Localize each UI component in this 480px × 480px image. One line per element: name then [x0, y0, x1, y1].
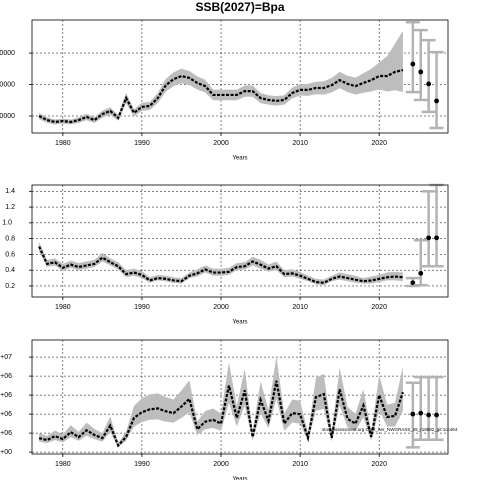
x-axis-label: Years	[232, 156, 247, 162]
x-axis-label: Years	[232, 320, 247, 326]
x-tick-label: 1980	[55, 461, 71, 468]
chart-title: SSB(2027)=Bpa	[195, 0, 284, 14]
y-tick-label: 8e+06	[0, 373, 12, 380]
forecast-point	[410, 61, 416, 67]
x-tick-label: 2000	[213, 140, 229, 147]
forecast-point	[410, 411, 416, 417]
x-tick-label: 1990	[134, 304, 150, 311]
estimate-line	[38, 68, 404, 124]
plot-frame	[31, 339, 449, 455]
forecast-point	[426, 412, 432, 418]
y-tick-label: 1.2	[5, 204, 15, 211]
confidence-band	[39, 356, 403, 448]
forecast-point	[426, 81, 432, 87]
estimate-line	[38, 380, 404, 448]
y-tick-label: 0.2	[5, 283, 15, 290]
y-tick-label: 6e+06	[0, 392, 12, 399]
forecast-point	[418, 270, 424, 276]
x-tick-label: 2000	[213, 461, 229, 468]
y-tick-label: 0.4	[5, 267, 15, 274]
y-tick-label: 0.8	[5, 235, 15, 242]
y-tick-label: 1e+07	[0, 354, 12, 361]
y-tick-label: 10000	[0, 113, 15, 120]
forecast-point	[426, 235, 432, 241]
x-tick-label: 1980	[55, 140, 71, 147]
plot-frame	[31, 19, 449, 134]
y-tick-label: 4e+06	[0, 411, 12, 418]
forecast-point	[418, 69, 424, 75]
y-tick-label: 1.4	[5, 188, 15, 195]
x-tick-label: 2010	[292, 304, 308, 311]
x-tick-label: 1980	[55, 304, 71, 311]
x-tick-label: 1990	[134, 140, 150, 147]
y-tick-label: 0e+00	[0, 449, 12, 456]
x-axis-label: Years	[232, 477, 247, 480]
y-tick-label: 0.6	[5, 251, 15, 258]
y-tick-label: 30000	[0, 50, 15, 57]
x-tick-label: 2020	[371, 304, 387, 311]
x-tick-label: 2020	[371, 140, 387, 147]
forecast-point	[418, 410, 424, 416]
x-tick-label: 2010	[292, 461, 308, 468]
annotation: stockassessment.org ORR_her_NWGRASS_25_r…	[322, 427, 458, 432]
x-tick-label: 2000	[213, 304, 229, 311]
y-tick-label: 1.0	[2, 220, 12, 227]
estimate-line	[38, 246, 404, 284]
forecast-point	[434, 98, 439, 104]
forecast-point	[434, 235, 439, 241]
x-tick-label: 1990	[134, 461, 150, 468]
x-tick-label: 2020	[371, 461, 387, 468]
forecast-point	[434, 412, 439, 418]
plot-frame	[31, 184, 449, 298]
x-tick-label: 2010	[292, 140, 308, 147]
y-tick-label: 2e+06	[0, 430, 12, 437]
